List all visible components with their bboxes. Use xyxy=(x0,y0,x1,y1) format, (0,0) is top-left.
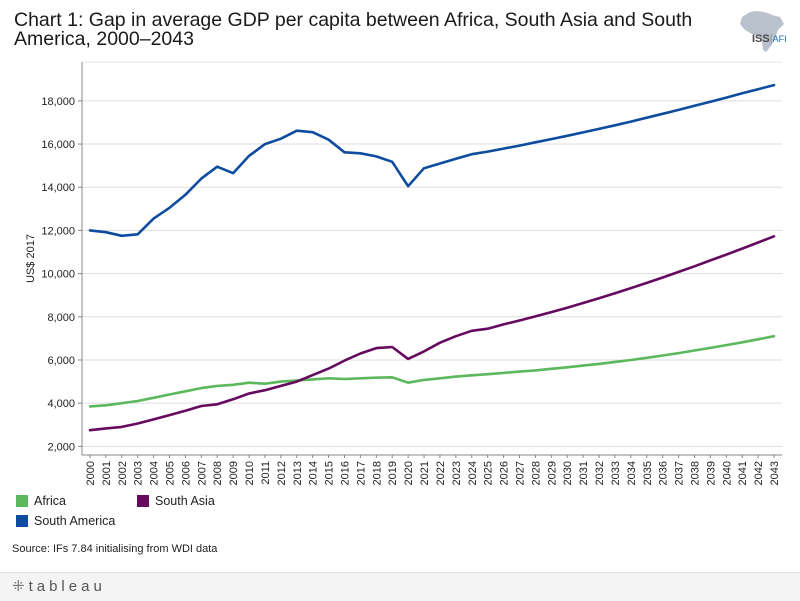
tableau-brand-text: tableau xyxy=(28,577,106,595)
series-line-south-america xyxy=(88,83,776,238)
x-tick-label: 2005 xyxy=(165,461,177,485)
x-tick-label: 2013 xyxy=(292,461,304,485)
x-tick-label: 2032 xyxy=(594,461,606,485)
x-tick-label: 2007 xyxy=(196,461,208,485)
x-tick-label: 2010 xyxy=(244,461,256,485)
legend-swatch-africa xyxy=(16,495,28,507)
x-tick-label: 2011 xyxy=(260,461,272,485)
x-tick-label: 2020 xyxy=(403,461,415,485)
y-tick-label: 18,000 xyxy=(41,96,75,108)
y-tick-label: 4,000 xyxy=(47,398,75,410)
x-tick-label: 2035 xyxy=(642,461,654,485)
series-line-south-asia xyxy=(88,235,776,432)
y-tick-label: 10,000 xyxy=(41,269,75,281)
x-tick-label: 2041 xyxy=(737,461,749,485)
x-tick-label: 2043 xyxy=(769,461,781,485)
x-tick-label: 2015 xyxy=(324,461,336,485)
tableau-footer: ⁜ tableau xyxy=(0,572,800,601)
x-tick-label: 2034 xyxy=(626,461,638,485)
x-tick-label: 2014 xyxy=(308,461,320,485)
y-tick-label: 16,000 xyxy=(41,139,75,151)
x-tick-label: 2003 xyxy=(133,461,145,485)
x-tick-label: 2040 xyxy=(721,461,733,485)
x-tick-label: 2024 xyxy=(467,461,479,485)
x-tick-label: 2033 xyxy=(610,461,622,485)
tableau-logo[interactable]: ⁜ tableau xyxy=(12,577,106,596)
x-tick-label: 2031 xyxy=(578,461,590,485)
africa-map-icon xyxy=(740,11,784,52)
x-tick-label: 2001 xyxy=(101,461,113,485)
series-line-africa xyxy=(88,334,776,408)
x-tick-label: 2025 xyxy=(483,461,495,485)
x-tick-label: 2042 xyxy=(753,461,765,485)
legend-swatch-south-america xyxy=(16,515,28,527)
x-tick-label: 2006 xyxy=(180,461,192,485)
y-tick-label: 2,000 xyxy=(47,441,75,453)
chart-title: Chart 1: Gap in average GDP per capita b… xyxy=(14,9,693,50)
legend-label-africa: Africa xyxy=(34,494,66,508)
x-tick-label: 2027 xyxy=(515,461,527,485)
y-tick-label: 12,000 xyxy=(41,225,75,237)
x-tick-label: 2004 xyxy=(149,461,161,485)
x-tick-label: 2039 xyxy=(705,461,717,485)
y-tick-label: 8,000 xyxy=(47,312,75,324)
x-tick-label: 2019 xyxy=(387,461,399,485)
legend-item-africa[interactable]: Africa xyxy=(16,494,66,508)
x-tick-label: 2017 xyxy=(355,461,367,485)
x-tick-label: 2009 xyxy=(228,461,240,485)
legend-label-south-asia: South Asia xyxy=(155,494,215,508)
x-tick-label: 2008 xyxy=(212,461,224,485)
x-tick-label: 2036 xyxy=(658,461,670,485)
y-tick-label: 14,000 xyxy=(41,182,75,194)
x-tick-label: 2000 xyxy=(85,461,97,485)
x-tick-label: 2021 xyxy=(419,461,431,485)
legend-label-south-america: South America xyxy=(34,514,116,528)
legend-item-south-asia[interactable]: South Asia xyxy=(137,494,215,508)
source-note: Source: IFs 7.84 initialising from WDI d… xyxy=(12,543,218,555)
x-tick-label: 2038 xyxy=(690,461,702,485)
tableau-plus-icon: ⁜ xyxy=(12,578,25,595)
x-tick-label: 2029 xyxy=(546,461,558,485)
logo-afi-text: AFI xyxy=(772,34,787,44)
x-tick-label: 2022 xyxy=(435,461,447,485)
logo-iss-text: ISS xyxy=(752,33,770,45)
x-tick-label: 2023 xyxy=(451,461,463,485)
x-tick-label: 2026 xyxy=(499,461,511,485)
x-tick-label: 2030 xyxy=(562,461,574,485)
x-tick-label: 2002 xyxy=(117,461,129,485)
x-tick-label: 2012 xyxy=(276,461,288,485)
x-tick-label: 2028 xyxy=(530,461,542,485)
x-tick-label: 2016 xyxy=(340,461,352,485)
legend: Africa South Asia South America xyxy=(16,490,516,534)
line-chart: 2,000 4,000 6,000 8,000 10,000 12,000 14,000 16… xyxy=(25,61,782,485)
y-tick-label: 6,000 xyxy=(47,355,75,367)
x-tick-label: 2037 xyxy=(674,461,686,485)
iss-afi-logo: ISS|AFI xyxy=(752,33,787,45)
legend-swatch-south-asia xyxy=(137,495,149,507)
x-tick-label: 2018 xyxy=(371,461,383,485)
y-axis-label: US$ 2017 xyxy=(25,234,37,283)
legend-item-south-america[interactable]: South America xyxy=(16,514,115,528)
